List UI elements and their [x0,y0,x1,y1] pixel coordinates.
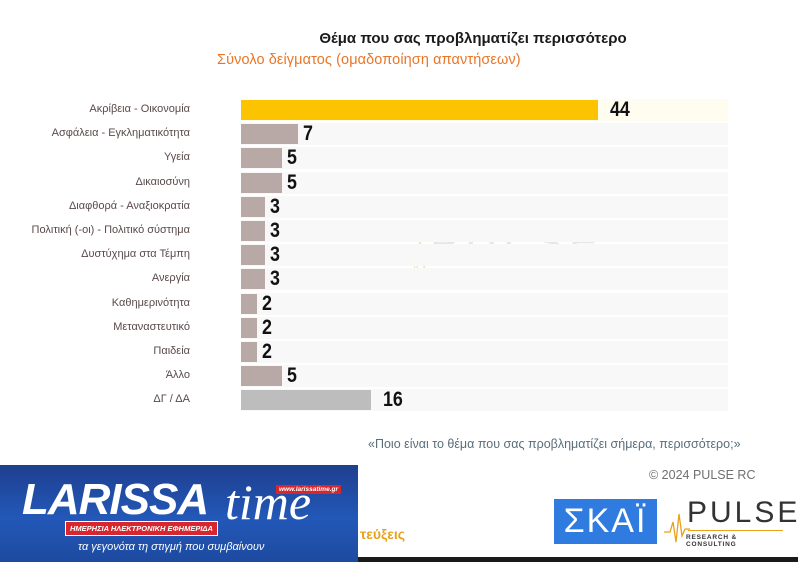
value-label: 16 [382,388,403,412]
category-label: Καθημερινότητα [111,296,190,309]
bar [241,390,371,411]
partial-caption: τεύξεις [360,526,406,542]
value-label: 2 [262,291,273,315]
survey-question: «Ποιο είναι το θέμα που σας προβληματίζε… [368,437,741,451]
category-label: Υγεία [163,151,190,164]
chart-row: Δικαιοσύνη 5 [0,171,798,195]
chart-subtitle: Σύνολο δείγματος (ομαδοποίηση απαντήσεων… [217,52,521,68]
pulse-wave-icon [664,513,690,543]
value-label: 3 [270,267,281,291]
category-label: Άλλο [165,369,190,382]
value-label: 3 [270,243,281,267]
bar [241,245,266,266]
bar [241,317,258,338]
chart-row: Άλλο 5 [0,364,798,388]
category-label: Παιδεία [153,345,190,357]
bar [241,221,266,241]
bar [241,342,258,362]
bar [241,269,266,290]
category-label: Δυστύχημα στα Τέμπη [81,248,190,261]
value-label: 44 [610,98,631,121]
row-background [241,316,728,339]
chart-row: Ακρίβεια - Οικονομία 44 [0,98,798,122]
pulse-logo: PULSE RESEARCH & CONSULTING [664,496,797,548]
row-background [241,365,728,388]
chart-row: Δυστύχημα στα Τέμπη 3 [0,243,798,267]
chart-row: Ανεργία 3 [0,267,798,291]
larissa-brand: LARISSA [22,475,209,524]
larissa-time-banner[interactable]: LARISSA time www.larissatime.gr ΗΜΕΡΗΣΙΑ… [0,465,358,562]
chart-row: ΔΓ / ΔΑ 16 [0,388,798,412]
category-label: Μεταναστευτικό [113,320,190,333]
chart-row: Παιδεία 2 [0,340,798,364]
skai-logo: ΣΚΑΪ [554,499,657,544]
pulse-logo-text: PULSE [687,496,798,529]
category-label: Διαφθορά - Αναξιοκρατία [68,199,190,212]
category-label: ΔΓ / ΔΑ [153,393,190,406]
larissa-brand-time: time [225,474,312,530]
category-label: Ασφάλεια - Εγκληματικότητα [51,127,190,140]
larissa-url[interactable]: www.larissatime.gr [276,485,342,494]
category-label: Ακρίβεια - Οικονομία [89,103,190,115]
row-background [241,195,728,218]
pulse-logo-subtitle: RESEARCH & CONSULTING [686,534,737,548]
chart-title-text: Θέμα που σας προβληματίζει περισσότερο [319,30,627,47]
chart-row: Μεταναστευτικό 2 [0,316,798,340]
pulse-logo-line [688,530,783,531]
category-label: Πολιτική (-οι) - Πολιτικό σύστημα [31,224,190,236]
value-label: 3 [270,219,281,242]
bar [241,100,599,120]
copyright: © 2024 PULSE RC [649,468,756,482]
row-background [241,147,728,170]
chart-row: Πολιτική (-οι) - Πολιτικό σύστημα 3 [0,219,798,243]
bar [241,366,282,387]
row-background [241,220,728,242]
bar [241,148,282,169]
chart-row: Καθημερινότητα 2 [0,292,798,316]
chart-row: Διαφθορά - Αναξιοκρατία 3 [0,195,798,219]
bar [241,196,266,217]
row-background [241,341,728,363]
chart-row: Υγεία 5 [0,146,798,170]
category-label: Δικαιοσύνη [135,175,190,188]
value-label: 7 [302,122,313,146]
value-label: 5 [286,170,297,194]
bar [241,172,282,193]
value-label: 3 [270,194,281,218]
larissa-slogan: τα γεγονότα τη στιγμή που συμβαίνουν [78,541,265,553]
bar [241,293,258,314]
category-label: Ανεργία [151,272,190,285]
bar [241,124,298,145]
value-label: 5 [286,146,297,170]
chart-row: Ασφάλεια - Εγκληματικότητα 7 [0,122,798,146]
value-label: 5 [286,364,297,388]
row-background [241,244,728,267]
row-background [241,292,728,315]
row-background [241,268,728,291]
larissa-tagline: ΗΜΕΡΗΣΙΑ ΗΛΕΚΤΡΟΝΙΚΗ ΕΦΗΜΕΡΙΔΑ [65,521,218,536]
value-label: 2 [262,315,273,339]
row-background [241,123,728,146]
row-background [241,171,728,194]
chart-title: Θέμα που σας προβληματίζει περισσότερο [0,30,798,47]
bottom-strip [358,557,798,562]
value-label: 2 [262,340,273,363]
